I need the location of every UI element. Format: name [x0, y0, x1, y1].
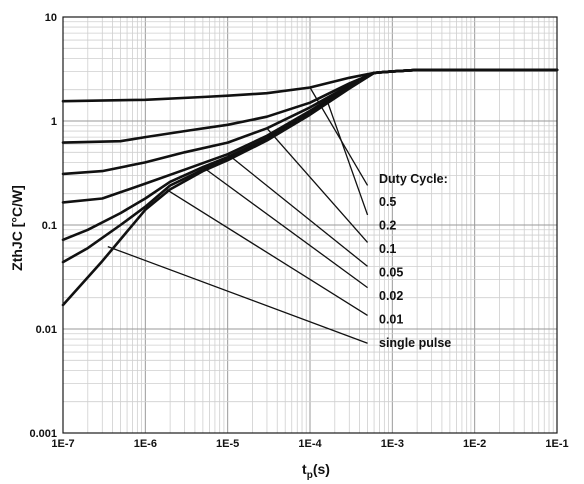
x-tick-label: 1E-1 — [545, 438, 568, 450]
y-tick-label: 10 — [45, 12, 57, 24]
y-axis-title: ZthJC [°C/W] — [9, 185, 25, 271]
duty-cycle-labels: Duty Cycle: 0.5 0.2 0.1 0.05 0.02 0.01 single … — [379, 172, 451, 350]
grid — [62, 17, 557, 434]
x-axis-title-suffix: (s) — [313, 461, 330, 477]
leader-line-0-02 — [202, 166, 368, 289]
series-line-single-pulse — [61, 68, 559, 307]
series-lines — [61, 68, 559, 307]
x-tick-label: 1E-3 — [381, 438, 404, 450]
leader-lines — [107, 87, 369, 344]
x-tick-label: 1E-5 — [216, 438, 239, 450]
y-tick-label: 0.1 — [42, 220, 57, 232]
legend-label-0-5: 0.5 — [379, 195, 396, 209]
legend-title: Duty Cycle: — [379, 172, 448, 186]
leader-line-0-2 — [326, 99, 369, 216]
x-axis-title: tp(s) — [302, 461, 330, 481]
y-tick-label: 0.01 — [36, 324, 57, 336]
leader-line-0-01 — [166, 188, 368, 316]
y-tick-label: 0.001 — [29, 428, 57, 440]
legend-label-0-1: 0.1 — [379, 242, 396, 256]
tick-labels: 1E-7 1E-6 1E-5 1E-4 1E-3 1E-2 1E-1 0.001 0.01 0.1… — [29, 12, 568, 450]
y-tick-label: 1 — [51, 116, 57, 128]
legend-label-0-2: 0.2 — [379, 219, 396, 233]
x-tick-label: 1E-7 — [51, 438, 74, 450]
x-tick-label: 1E-6 — [134, 438, 157, 450]
x-axis-title-sub: p — [307, 470, 313, 481]
leader-line-single-pulse — [107, 245, 368, 344]
x-tick-label: 1E-2 — [463, 438, 486, 450]
x-axis-title-main: t — [302, 461, 307, 477]
legend-label-0-02: 0.02 — [379, 289, 403, 303]
plot-frame — [62, 16, 558, 434]
leader-line-0-1 — [266, 127, 369, 243]
legend-label-single-pulse: single pulse — [379, 336, 451, 350]
leader-line-0-05 — [227, 153, 368, 267]
legend-label-0-05: 0.05 — [379, 266, 403, 280]
x-tick-label: 1E-4 — [298, 438, 322, 450]
legend-label-0-01: 0.01 — [379, 313, 403, 327]
